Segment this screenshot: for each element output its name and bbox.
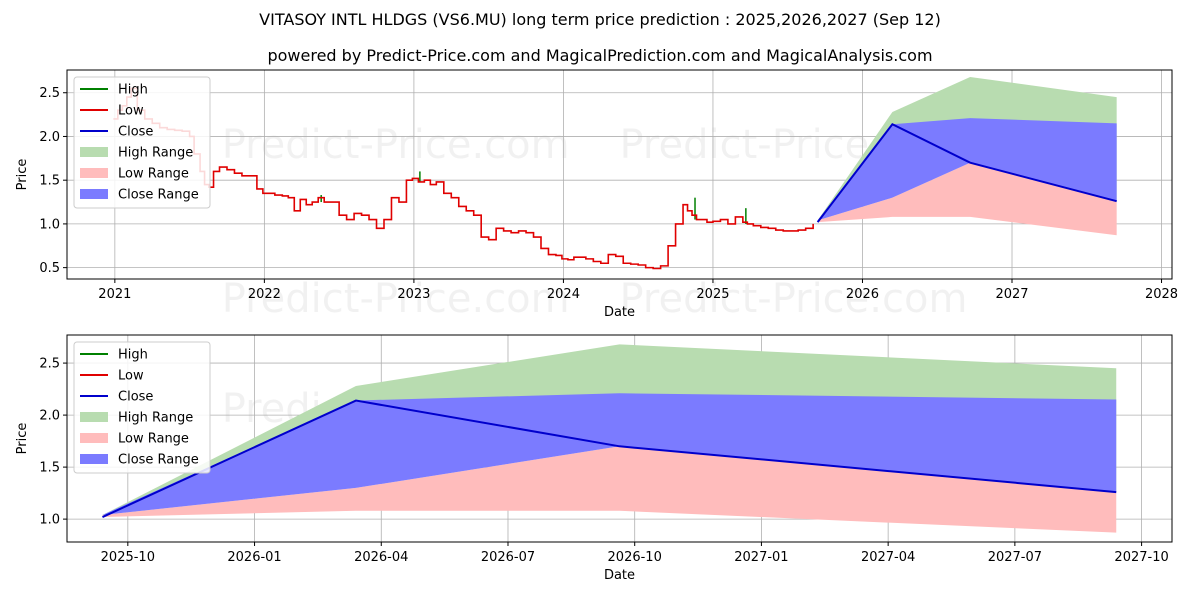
p2-legend-label: Low: [118, 369, 144, 384]
p1-y-tick-label: 0.5: [39, 261, 60, 276]
p2-x-tick-label: 2027-04: [861, 550, 915, 565]
p2-low-range-area: [102, 446, 1117, 533]
p1-y-tick-label: 2.5: [39, 86, 60, 101]
p2-y-tick-label: 2.5: [39, 357, 60, 372]
p2-legend-swatch: [80, 454, 108, 464]
p1-legend-label: Low Range: [118, 167, 189, 182]
p1-x-axis-label: Date: [604, 305, 635, 320]
p1-watermark-text: Predict-Price.com: [620, 276, 968, 322]
p2-x-tick-label: 2027-07: [988, 550, 1042, 565]
p1-y-tick-label: 1.0: [39, 217, 60, 232]
p1-legend-label: Close Range: [118, 188, 199, 203]
p1-legend-label: Close: [118, 125, 153, 140]
p2-y-tick-label: 2.0: [39, 409, 60, 424]
p1-y-tick-label: 2.0: [39, 130, 60, 145]
p1-watermark-text: Predict-Price.com: [222, 122, 570, 168]
p2-legend-label: Close: [118, 390, 153, 405]
p1-y-axis-label: Price: [15, 159, 30, 191]
p1-x-tick-label: 2026: [846, 287, 879, 302]
p1-legend-swatch: [80, 189, 108, 199]
p2-x-tick-label: 2026-10: [608, 550, 662, 565]
p2-y-tick-label: 1.5: [39, 461, 60, 476]
p2-close-forecast-line: [102, 399, 1117, 518]
p1-x-tick-label: 2022: [248, 287, 281, 302]
p2-y-axis-label: Price: [15, 423, 30, 455]
p1-low-range-area: [817, 162, 1117, 236]
p2-legend-swatch: [80, 433, 108, 443]
p1-x-tick-label: 2027: [995, 287, 1028, 302]
p1-legend-label: Low: [118, 104, 144, 119]
p1-low-history-line: [113, 87, 814, 270]
p2-legend-label: Close Range: [118, 453, 199, 468]
p1-legend-swatch: [80, 147, 108, 157]
p2-y-tick-label: 1.0: [39, 513, 60, 528]
p2-x-axis-label: Date: [604, 568, 635, 583]
p1-x-tick-label: 2025: [696, 287, 729, 302]
p1-watermark-text: Predict-Price.com: [222, 276, 570, 322]
p1-x-tick-label: 2028: [1145, 287, 1178, 302]
p1-plot-frame: [66, 69, 1173, 280]
p1-x-tick-label: 2023: [397, 287, 430, 302]
p1-legend-label: High: [118, 83, 148, 98]
p2-x-tick-label: 2026-04: [354, 550, 408, 565]
p2-legend-label: Low Range: [118, 432, 189, 447]
p1-close-forecast-line: [816, 122, 1117, 223]
p2-legend-label: High: [118, 348, 148, 363]
p2-x-tick-label: 2026-07: [481, 550, 535, 565]
p2-x-tick-label: 2027-10: [1114, 550, 1168, 565]
p2-x-tick-label: 2025-10: [101, 550, 155, 565]
p1-y-tick-label: 1.5: [39, 174, 60, 189]
p2-legend-swatch: [80, 412, 108, 422]
p2-x-tick-label: 2027-01: [734, 550, 788, 565]
p1-close-range-area: [817, 118, 1117, 221]
p1-legend-label: High Range: [118, 146, 193, 161]
chart-title: VITASOY INTL HLDGS (VS6.MU) long term pr…: [259, 10, 941, 29]
p2-x-tick-label: 2026-01: [227, 550, 281, 565]
p2-legend-label: High Range: [118, 411, 193, 426]
chart-subtitle: powered by Predict-Price.com and Magical…: [267, 46, 933, 65]
p1-x-tick-label: 2024: [547, 287, 580, 302]
p1-x-tick-label: 2021: [98, 287, 131, 302]
p1-legend-swatch: [80, 168, 108, 178]
p2-close-range-area: [102, 393, 1117, 515]
p2-plot-frame: [66, 334, 1173, 543]
